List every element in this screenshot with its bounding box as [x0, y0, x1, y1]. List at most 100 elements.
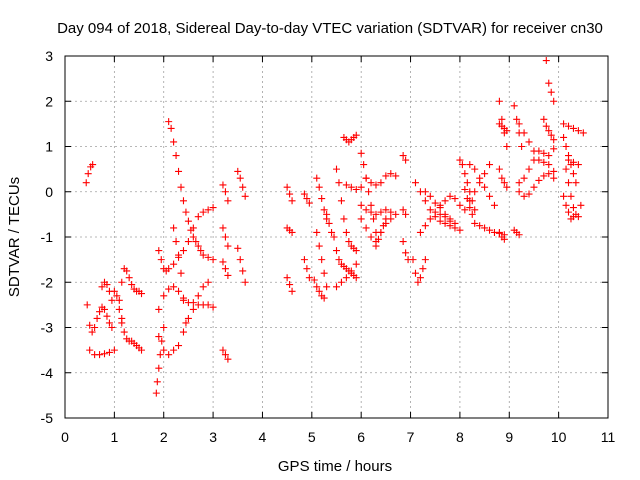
data-point — [498, 174, 506, 182]
data-point — [204, 301, 212, 309]
data-point — [204, 206, 212, 214]
data-point — [184, 238, 192, 246]
data-point — [545, 127, 553, 135]
data-point — [352, 131, 360, 139]
data-point — [192, 238, 200, 246]
data-point — [518, 143, 526, 150]
data-point — [182, 319, 190, 327]
data-point — [441, 213, 449, 221]
data-point — [569, 204, 577, 212]
data-point — [209, 303, 217, 311]
data-point — [530, 183, 538, 191]
series-seg-g3 — [310, 276, 328, 302]
series-seg-m5 — [515, 167, 558, 200]
data-point — [357, 201, 365, 209]
data-point — [170, 346, 178, 354]
series-seg-a2 — [83, 301, 116, 336]
data-point — [503, 127, 511, 135]
data-point — [347, 183, 355, 191]
data-point — [560, 192, 568, 200]
data-point — [525, 165, 533, 173]
data-point — [165, 285, 173, 293]
y-tick-label: -1 — [41, 229, 54, 245]
data-point — [525, 138, 533, 146]
data-point — [481, 183, 489, 191]
data-point — [194, 292, 202, 300]
series-seg-j2 — [399, 206, 410, 218]
data-point — [300, 256, 308, 264]
chart-title: Day 094 of 2018, Sidereal Day-to-day VTE… — [57, 20, 603, 37]
data-point — [100, 305, 108, 313]
data-point — [451, 219, 459, 227]
data-point — [550, 167, 558, 175]
data-point — [219, 346, 227, 354]
data-point — [565, 179, 573, 187]
data-point — [416, 274, 424, 282]
x-tick-label: 9 — [505, 429, 513, 445]
data-point — [335, 179, 343, 187]
data-point — [303, 265, 311, 273]
series-seg-m2 — [510, 226, 523, 239]
x-tick-label: 7 — [407, 429, 415, 445]
data-point — [542, 57, 550, 65]
data-point — [520, 192, 528, 200]
series-seg-h2 — [330, 233, 360, 282]
series-seg-i2 — [362, 170, 400, 189]
data-point — [305, 199, 313, 207]
data-point — [182, 208, 190, 216]
series-seg-g4 — [323, 210, 336, 236]
data-point — [565, 156, 573, 164]
data-point — [374, 235, 382, 243]
series-seg-j7 — [421, 188, 454, 225]
data-point — [234, 244, 242, 252]
series-seg-m4 — [515, 147, 558, 187]
data-point — [357, 149, 365, 157]
data-point — [310, 276, 318, 284]
data-point — [471, 206, 479, 214]
data-point — [118, 319, 126, 327]
data-point — [98, 283, 106, 291]
data-point — [93, 314, 101, 322]
data-point — [471, 165, 479, 173]
data-point — [160, 346, 168, 354]
x-axis-title: GPS time / hours — [278, 458, 392, 475]
data-point — [387, 208, 395, 216]
data-point — [535, 176, 543, 184]
data-point — [105, 348, 113, 356]
y-tick-label: -2 — [41, 274, 54, 290]
data-point — [204, 253, 212, 261]
data-point — [461, 170, 469, 178]
data-point — [490, 201, 498, 209]
data-point — [426, 192, 434, 200]
data-point — [221, 265, 229, 273]
data-point — [362, 224, 370, 232]
data-point — [315, 287, 323, 295]
series-seg-j1 — [399, 152, 410, 164]
data-point — [362, 174, 370, 182]
data-point — [342, 228, 350, 236]
data-point — [458, 161, 466, 169]
data-point — [441, 197, 449, 205]
data-point — [110, 287, 118, 295]
data-point — [503, 183, 511, 191]
data-point — [179, 328, 187, 336]
data-point — [320, 269, 328, 277]
data-point — [103, 281, 111, 289]
data-point — [542, 122, 550, 130]
data-point — [481, 170, 489, 178]
series-seg-j6 — [416, 192, 464, 236]
data-point — [565, 122, 573, 130]
data-point — [105, 319, 113, 327]
data-point — [184, 314, 192, 322]
data-point — [510, 102, 518, 110]
data-point — [565, 208, 573, 216]
data-point — [177, 269, 185, 277]
data-point — [125, 274, 133, 282]
data-point — [372, 242, 380, 250]
y-tick-label: -4 — [41, 365, 54, 381]
data-point — [239, 183, 247, 191]
data-point — [113, 292, 121, 300]
data-point — [224, 242, 232, 250]
series-seg-d6 — [234, 244, 249, 286]
data-point — [320, 294, 328, 302]
